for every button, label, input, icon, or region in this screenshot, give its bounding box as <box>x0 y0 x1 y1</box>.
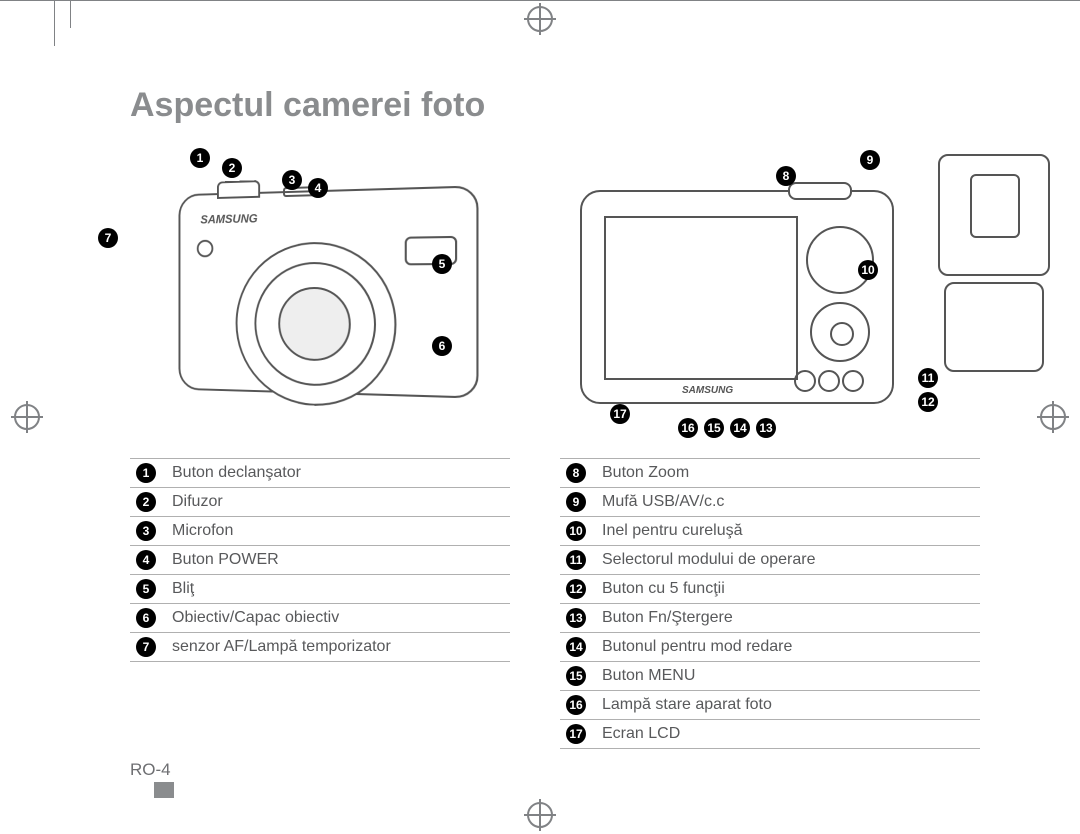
front-marker-6: 6 <box>432 336 452 356</box>
front-callout-row-6: 6 Obiectiv/Capac obiectiv <box>130 604 510 633</box>
front-callout-label-1: Buton declanşator <box>172 464 510 482</box>
front-callout-row-7: 7 senzor AF/Lampă temporizator <box>130 633 510 662</box>
front-marker-3: 3 <box>282 170 302 190</box>
front-callout-row-5: 5 Bliţ <box>130 575 510 604</box>
front-callout-row-4: 4 Buton POWER <box>130 546 510 575</box>
back-callout-num-13: 13 <box>566 608 586 628</box>
back-marker-13: 13 <box>756 418 776 438</box>
brand-label-back: SAMSUNG <box>682 385 733 396</box>
back-callout-label-10: Inel pentru cureluşă <box>602 522 980 540</box>
back-callout-table: 8 Buton Zoom 9 Mufă USB/AV/c.c 10 Inel pentru… <box>560 458 980 749</box>
back-marker-11: 11 <box>918 368 938 388</box>
lcd-screen-icon <box>604 216 798 380</box>
back-callout-num-10: 10 <box>566 521 586 541</box>
shutter-button-icon <box>217 180 260 199</box>
back-callout-row-11: 11 Selectorul modului de operare <box>560 546 980 575</box>
front-callout-num-3: 3 <box>136 521 156 541</box>
front-callout-label-7: senzor AF/Lampă temporizator <box>172 638 510 656</box>
back-callout-row-14: 14 Butonul pentru mod redare <box>560 633 980 662</box>
front-callout-label-5: Bliţ <box>172 580 510 598</box>
crop-mark-left-2 <box>70 0 71 28</box>
camera-back-body: SAMSUNG <box>580 190 894 404</box>
page-number: RO-4 <box>130 760 171 780</box>
front-callout-num-6: 6 <box>136 608 156 628</box>
front-callout-row-2: 2 Difuzor <box>130 488 510 517</box>
front-marker-5: 5 <box>432 254 452 274</box>
front-callout-row-3: 3 Microfon <box>130 517 510 546</box>
back-callout-row-15: 15 Buton MENU <box>560 662 980 691</box>
back-callout-num-8: 8 <box>566 463 586 483</box>
front-callout-label-2: Difuzor <box>172 493 510 511</box>
brand-label-front: SAMSUNG <box>200 212 257 227</box>
back-marker-9: 9 <box>860 150 880 170</box>
back-callout-label-16: Lampă stare aparat foto <box>602 696 980 714</box>
front-callout-num-5: 5 <box>136 579 156 599</box>
front-callout-num-7: 7 <box>136 637 156 657</box>
af-lamp-icon <box>197 240 214 258</box>
back-callout-num-11: 11 <box>566 550 586 570</box>
back-callout-label-8: Buton Zoom <box>602 464 980 482</box>
back-marker-17: 17 <box>610 404 630 424</box>
usb-cover-inset-icon <box>938 154 1050 276</box>
front-callout-num-2: 2 <box>136 492 156 512</box>
back-marker-15: 15 <box>704 418 724 438</box>
back-marker-8: 8 <box>776 166 796 186</box>
front-callout-num-1: 1 <box>136 463 156 483</box>
back-callout-row-13: 13 Buton Fn/Ştergere <box>560 604 980 633</box>
lens-inner-icon <box>278 287 351 362</box>
back-callout-label-11: Selectorul modului de operare <box>602 551 980 569</box>
crop-mark-top <box>0 0 1080 1</box>
registration-mark-top <box>527 6 553 32</box>
back-marker-16: 16 <box>678 418 698 438</box>
front-callout-label-3: Microfon <box>172 522 510 540</box>
back-marker-12: 12 <box>918 392 938 412</box>
back-marker-10: 10 <box>858 260 878 280</box>
front-marker-2: 2 <box>222 158 242 178</box>
back-callout-num-16: 16 <box>566 695 586 715</box>
front-callout-table: 1 Buton declanşator 2 Difuzor 3 Microfon 4 Buto… <box>130 458 510 662</box>
back-callout-row-17: 17 Ecran LCD <box>560 720 980 749</box>
registration-mark-bottom <box>527 802 553 828</box>
back-callout-label-12: Buton cu 5 funcţii <box>602 580 980 598</box>
page-title: Aspectul camerei foto <box>130 86 485 125</box>
strap-inset-icon <box>944 282 1044 372</box>
crop-mark-left <box>54 0 55 46</box>
camera-front-figure: SAMSUNG <box>130 160 510 440</box>
back-callout-num-15: 15 <box>566 666 586 686</box>
fn-button-icon <box>842 370 864 392</box>
back-callout-num-14: 14 <box>566 637 586 657</box>
page-number-bar-icon <box>154 782 174 798</box>
registration-mark-left <box>14 404 40 430</box>
back-marker-14: 14 <box>730 418 750 438</box>
front-marker-7: 7 <box>98 228 118 248</box>
registration-mark-right <box>1040 404 1066 430</box>
zoom-lever-icon <box>788 182 852 200</box>
back-callout-row-9: 9 Mufă USB/AV/c.c <box>560 488 980 517</box>
front-callout-row-1: 1 Buton declanşator <box>130 458 510 488</box>
back-callout-row-8: 8 Buton Zoom <box>560 458 980 488</box>
back-callout-row-10: 10 Inel pentru cureluşă <box>560 517 980 546</box>
back-callout-num-9: 9 <box>566 492 586 512</box>
play-button-icon <box>818 370 840 392</box>
back-callout-row-12: 12 Buton cu 5 funcţii <box>560 575 980 604</box>
front-marker-4: 4 <box>308 178 328 198</box>
camera-front-body: SAMSUNG <box>179 185 479 398</box>
back-callout-num-17: 17 <box>566 724 586 744</box>
front-marker-1: 1 <box>190 148 210 168</box>
back-callout-label-14: Butonul pentru mod redare <box>602 638 980 656</box>
back-callout-label-15: Buton MENU <box>602 667 980 685</box>
back-callout-num-12: 12 <box>566 579 586 599</box>
back-callout-label-17: Ecran LCD <box>602 725 980 743</box>
menu-button-icon <box>794 370 816 392</box>
back-callout-label-9: Mufă USB/AV/c.c <box>602 493 980 511</box>
front-callout-num-4: 4 <box>136 550 156 570</box>
back-callout-label-13: Buton Fn/Ştergere <box>602 609 980 627</box>
five-way-button-icon <box>810 302 870 362</box>
front-callout-label-6: Obiectiv/Capac obiectiv <box>172 609 510 627</box>
back-callout-row-16: 16 Lampă stare aparat foto <box>560 691 980 720</box>
front-callout-label-4: Buton POWER <box>172 551 510 569</box>
